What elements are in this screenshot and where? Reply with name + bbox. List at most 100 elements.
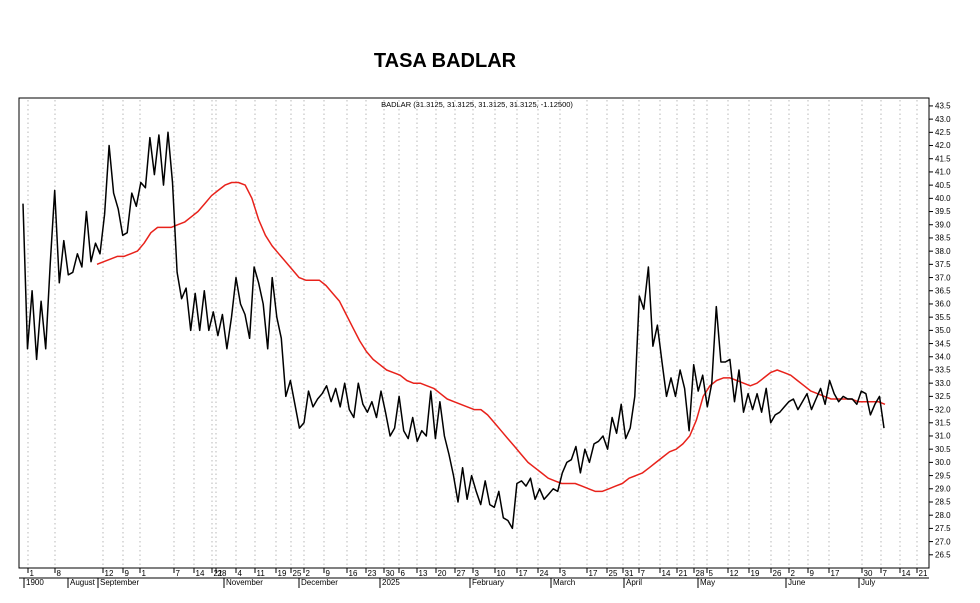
month-label: December [301,578,338,587]
x-tick-label: 25 [293,569,302,578]
month-label: September [100,578,139,587]
x-tick-label: 11 [257,569,266,578]
x-tick-label: 9 [810,569,815,578]
x-tick-label: 26 [773,569,782,578]
month-label: February [472,578,504,587]
month-label: June [788,578,806,587]
y-tick-label: 35.0 [935,326,951,335]
y-tick-label: 36.5 [935,286,951,295]
x-tick-label: 2 [791,569,796,578]
y-tick-label: 38.5 [935,234,951,243]
x-tick-label: 7 [641,569,646,578]
x-tick-label: 12 [730,569,739,578]
x-tick-label: 9 [125,569,130,578]
chart-title: TASA BADLAR [373,50,517,72]
x-tick-label: 21 [214,569,223,578]
y-tick-label: 28.5 [935,498,951,507]
y-tick-label: 26.5 [935,550,951,559]
month-label: 1900 [26,578,44,587]
vertical-grid [27,100,918,568]
x-tick-label: 17 [519,569,528,578]
x-tick-label: 28 [218,569,227,578]
y-tick-label: 41.0 [935,168,951,177]
month-label: August [70,578,96,587]
y-tick-label: 34.0 [935,352,951,361]
x-tick-label: 7 [176,569,181,578]
x-tick-label: 30 [386,569,395,578]
y-tick-label: 30.0 [935,458,951,467]
x-tick-label: 14 [662,569,671,578]
y-tick-label: 40.0 [935,194,951,203]
x-tick-label: 8 [57,569,62,578]
x-tick-label: 3 [475,569,480,578]
month-label: 2025 [382,578,400,587]
x-tick-label: 16 [349,569,358,578]
y-tick-label: 31.5 [935,418,951,427]
y-tick-label: 28.0 [935,511,951,520]
y-tick-label: 33.5 [935,366,951,375]
x-tick-label: 1 [142,569,147,578]
x-tick-label: 4 [238,569,243,578]
y-tick-label: 32.5 [935,392,951,401]
x-tick-label: 30 [864,569,873,578]
x-tick-label: 19 [278,569,287,578]
y-tick-label: 30.5 [935,445,951,454]
y-axis: 26.5 27.0 27.5 28.0 28.5 29.0 29.5 30.0 30.5 31.0… [929,102,951,559]
y-tick-label: 37.5 [935,260,951,269]
y-tick-label: 27.0 [935,537,951,546]
y-tick-label: 35.5 [935,313,951,322]
month-label: November [226,578,263,587]
x-tick-label: 13 [419,569,428,578]
x-tick-label: 31 [625,569,634,578]
x-tick-label: 25 [609,569,618,578]
y-tick-label: 43.0 [935,115,951,124]
x-tick-label: 9 [326,569,331,578]
x-tick-label: 17 [831,569,840,578]
y-tick-label: 29.0 [935,484,951,493]
x-tick-label: 2 [306,569,311,578]
month-label: May [700,578,715,587]
y-tick-label: 40.5 [935,181,951,190]
y-tick-label: 27.5 [935,524,951,533]
x-tick-label: 24 [540,569,549,578]
x-tick-label: 12 [105,569,114,578]
y-tick-label: 41.5 [935,154,951,163]
x-tick-label: 14 [196,569,205,578]
x-tick-label: 14 [902,569,911,578]
x-tick-label: 21 [679,569,688,578]
y-tick-label: 29.5 [935,471,951,480]
month-label: March [553,578,575,587]
y-tick-label: 33.0 [935,379,951,388]
series-layer [22,131,886,530]
x-tick-label: 6 [401,569,406,578]
y-tick-label: 42.0 [935,141,951,150]
y-tick-label: 37.0 [935,273,951,282]
x-tick-label: 28 [696,569,705,578]
x-tick-label: 19 [751,569,760,578]
x-tick-label: 20 [438,569,447,578]
y-tick-label: 39.0 [935,220,951,229]
y-tick-label: 42.5 [935,128,951,137]
x-tick-label: 3 [562,569,567,578]
y-tick-label: 34.5 [935,339,951,348]
x-tick-label: 5 [709,569,714,578]
x-tick-label: 10 [497,569,506,578]
y-tick-label: 31.0 [935,432,951,441]
legend-text: BADLAR (31.3125, 31.3125, 31.3125, 31.31… [381,100,573,109]
x-tick-label: 17 [589,569,598,578]
month-label: July [861,578,875,587]
month-label: April [626,578,642,587]
x-tick-label: 27 [457,569,466,578]
y-tick-label: 36.0 [935,300,951,309]
y-tick-label: 32.0 [935,405,951,414]
x-tick-label: 23 [368,569,377,578]
y-tick-label: 38.0 [935,247,951,256]
plot-frame [18,97,930,569]
moving-average-line [96,181,886,493]
y-tick-label: 43.5 [935,102,951,111]
badlar-rate-line [22,131,885,530]
x-tick-label: 21 [919,569,928,578]
x-tick-label: 7 [883,569,888,578]
